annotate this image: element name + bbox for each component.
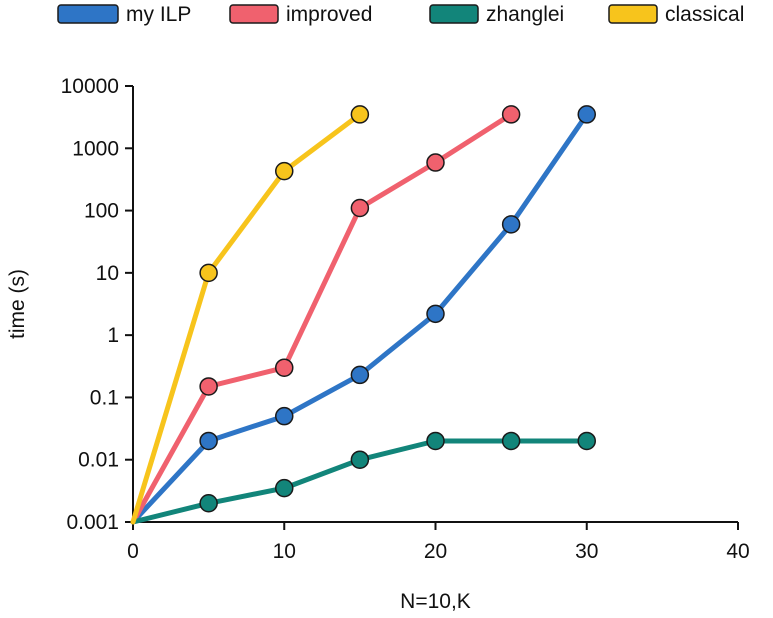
legend: my ILP improved zhanglei classical xyxy=(57,3,744,26)
data-point-classical xyxy=(199,263,218,283)
x-tick-label: 40 xyxy=(726,540,749,563)
series-layer xyxy=(130,105,596,525)
x-tick-label: 0 xyxy=(127,540,139,563)
y-tick-label: 1000 xyxy=(72,137,119,160)
legend-swatch xyxy=(429,4,479,24)
data-point-zhanglei xyxy=(275,478,294,498)
data-point-improved xyxy=(501,105,521,124)
data-point-improved xyxy=(275,358,294,377)
legend-item-my-ilp: my ILP xyxy=(57,3,191,26)
series-markers xyxy=(199,105,596,513)
legend-item-zhanglei: zhanglei xyxy=(429,3,564,26)
y-tick-label: 1 xyxy=(107,324,119,347)
x-axis-title: N=10,K xyxy=(400,590,471,613)
series-line-classical xyxy=(130,111,363,525)
data-point-improved xyxy=(426,153,445,172)
legend-swatch xyxy=(608,4,658,24)
data-point-zhanglei xyxy=(577,431,596,451)
data-point-zhanglei xyxy=(426,431,445,451)
data-point-zhanglei xyxy=(501,431,521,451)
legend-label: my ILP xyxy=(126,3,191,26)
y-tick-label: 100 xyxy=(84,200,119,223)
y-axis: 0.001 0.01 0.1 1 10 100 1000 10000 xyxy=(61,75,134,534)
data-point-classical xyxy=(350,105,370,124)
data-point-improved xyxy=(199,377,218,396)
legend-label: improved xyxy=(286,3,372,26)
y-tick-label: 0.001 xyxy=(66,511,119,534)
series-line-improved xyxy=(130,111,514,525)
data-point-my-ilp xyxy=(577,105,596,124)
legend-item-classical: classical xyxy=(608,3,744,26)
data-point-improved xyxy=(350,198,370,218)
data-point-classical xyxy=(275,161,294,181)
y-tick-label: 10000 xyxy=(61,75,119,98)
x-axis: 0 10 20 30 40 xyxy=(127,521,750,563)
y-tick-label: 0.1 xyxy=(90,386,119,409)
y-axis-title: time (s) xyxy=(6,269,29,339)
legend-label: classical xyxy=(665,3,744,26)
data-point-my-ilp xyxy=(350,365,370,385)
x-tick-label: 10 xyxy=(273,540,296,563)
y-tick-label: 10 xyxy=(96,262,119,285)
legend-swatch xyxy=(57,4,119,24)
x-tick-label: 20 xyxy=(424,540,447,563)
data-point-my-ilp xyxy=(275,406,294,426)
x-tick-label: 30 xyxy=(575,540,598,563)
data-point-my-ilp xyxy=(501,215,521,234)
legend-swatch xyxy=(229,4,279,24)
data-point-my-ilp xyxy=(426,304,445,324)
data-point-zhanglei xyxy=(199,494,218,513)
legend-label: zhanglei xyxy=(486,3,564,26)
y-tick-label: 0.01 xyxy=(78,449,119,472)
data-point-my-ilp xyxy=(199,431,218,451)
legend-item-improved: improved xyxy=(229,3,372,26)
data-point-zhanglei xyxy=(350,450,370,469)
